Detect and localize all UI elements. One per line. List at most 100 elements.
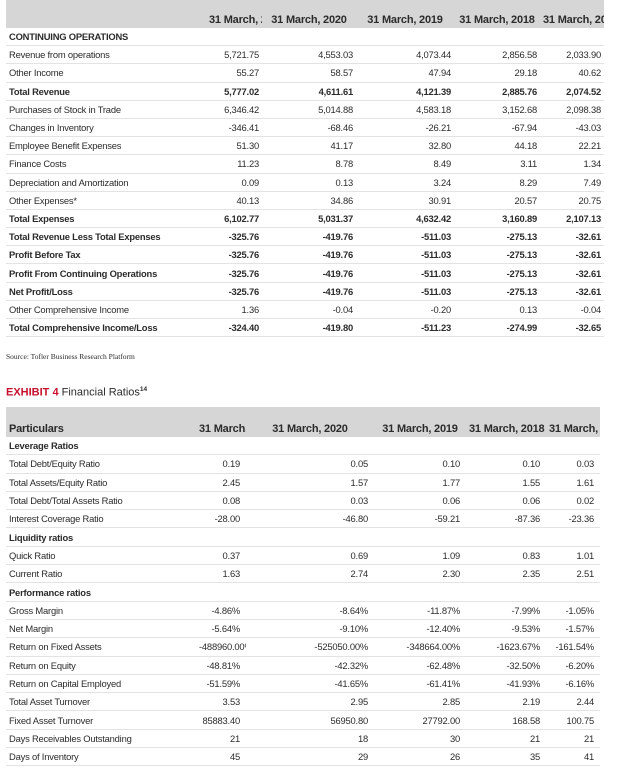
- row-label: Purchases of Stock in Trade: [6, 100, 206, 119]
- row-label: Total Assets/Equity Ratio: [6, 473, 196, 492]
- cell-value: 47.94: [356, 63, 454, 83]
- cell-value: -26.21: [356, 118, 454, 138]
- cell-value: 21: [196, 729, 246, 749]
- row-label: Changes in Inventory: [6, 118, 206, 138]
- cell-value: -68.46: [262, 118, 356, 138]
- row-label: Net Profit/Loss: [6, 282, 206, 301]
- cell-value: -325.76: [206, 227, 262, 247]
- row-label: Other Comprehensive Income: [6, 300, 206, 320]
- cell-value: 40.62: [540, 63, 604, 83]
- cell-value: 0.09: [206, 173, 262, 192]
- cell-value: 0.06: [466, 491, 546, 511]
- cell-value: 1.36: [206, 300, 262, 320]
- cell-value: 2.95: [246, 692, 374, 712]
- cell-value: 4,632.42: [356, 209, 454, 229]
- cell-value: -275.13: [454, 282, 540, 301]
- table-row: Profit From Continuing Operations -325.76…: [6, 263, 604, 283]
- row-label: Gross Margin: [6, 601, 196, 620]
- cell-value: -12.40%: [374, 619, 466, 639]
- cell-value: -511.03: [356, 263, 454, 283]
- cell-value: -346.41: [206, 118, 262, 138]
- row-label: Employee Benefit Expenses: [6, 136, 206, 156]
- row-label: Total Asset Turnover: [6, 692, 196, 712]
- cell-value: 0.83: [466, 546, 546, 566]
- section-title: Performance ratios: [6, 582, 600, 602]
- cell-value: 0.19: [196, 454, 246, 474]
- table-row: Total Expenses 6,102.77 5,031.37 4,632.42 3,…: [6, 209, 604, 229]
- cell-value: 18: [246, 729, 374, 749]
- cell-value: 1.63: [196, 564, 246, 584]
- cell-value: 2.30: [374, 564, 466, 584]
- cell-value: -274.99: [454, 318, 540, 338]
- cell-value: 32.80: [356, 136, 454, 156]
- cell-value: 30: [374, 729, 466, 749]
- cell-value: -42.32%: [246, 656, 374, 675]
- cell-value: -348664.00%: [374, 637, 466, 657]
- cell-value: 8.29: [454, 173, 540, 192]
- cell-value: -87.36: [466, 509, 546, 529]
- cell-value: 0.37: [196, 546, 246, 566]
- row-label: Total Revenue Less Total Expenses: [6, 227, 206, 247]
- cell-value: 2,107.13: [540, 209, 604, 229]
- cell-value: 2,074.52: [540, 82, 604, 101]
- cell-value: 20.57: [454, 191, 540, 210]
- table-row: Interest Coverage Ratio -28.00 -46.80 -59.2…: [6, 509, 600, 529]
- cell-value: 0.13: [262, 173, 356, 192]
- cell-value: 44.18: [454, 136, 540, 156]
- cell-value: -32.65: [540, 318, 604, 338]
- cell-value: 2.44: [546, 692, 600, 712]
- row-label: Interest Coverage Ratio: [6, 509, 196, 529]
- exhibit-label: EXHIBIT 4: [6, 386, 59, 399]
- table-row: Net Margin -5.64% -9.10% -12.40% -9.53% -1.57…: [6, 619, 600, 639]
- cell-value: -46.80: [246, 509, 374, 529]
- cell-value: 0.10: [466, 454, 546, 474]
- cell-value: -511.23: [356, 318, 454, 338]
- cell-value: -23.36: [546, 509, 600, 529]
- table-row: Finance Costs 11.23 8.78 8.49 3.11 1.34: [6, 154, 604, 174]
- cell-value: 6,346.42: [206, 100, 262, 119]
- table-row: Purchases of Stock in Trade 6,346.42 5,014…: [6, 100, 604, 119]
- cell-value: 4,073.44: [356, 45, 454, 65]
- cell-value: 0.69: [246, 546, 374, 566]
- column-header: 31 March, 2018: [454, 0, 540, 28]
- cell-value: 2.19: [466, 692, 546, 712]
- cell-value: -41.93%: [466, 674, 546, 694]
- table-row: Revenue from operations 5,721.75 4,553.03 4…: [6, 45, 604, 65]
- row-label: Return on Fixed Assets: [6, 637, 196, 657]
- table-row: Days of Inventory 45 29 26 35 41: [6, 747, 600, 767]
- section-title: Liquidity ratios: [6, 527, 600, 547]
- cell-value: 0.02: [546, 491, 600, 511]
- row-label: Current Ratio: [6, 564, 196, 584]
- row-label: Days Receivables Outstanding: [6, 729, 196, 749]
- table-row: Total Assets/Equity Ratio 2.45 1.57 1.77 1.5…: [6, 473, 600, 492]
- column-header: 31 March, 2021: [206, 0, 262, 28]
- table-row: Return on Capital Employed -51.59% -41.65%…: [6, 674, 600, 694]
- cell-value: -275.13: [454, 263, 540, 283]
- row-label: Profit From Continuing Operations: [6, 263, 206, 283]
- cell-value: 41.17: [262, 136, 356, 156]
- row-label: Return on Capital Employed: [6, 674, 196, 694]
- table-row: Profit Before Tax -325.76 -419.76 -511.03 -2…: [6, 245, 604, 265]
- table-row: Total Comprehensive Income/Loss -324.40 -4…: [6, 318, 604, 338]
- table-row: Return on Fixed Assets-488960.00%-525050…: [6, 637, 600, 657]
- cell-value: 0.03: [546, 454, 600, 474]
- cell-value: 4,583.18: [356, 100, 454, 119]
- section-row: Performance ratios: [6, 582, 600, 602]
- cell-value: 20.75: [540, 191, 604, 210]
- row-label: Return on Equity: [6, 656, 196, 675]
- column-header: 31 March, 2017: [540, 0, 604, 28]
- table-row: Fixed Asset Turnover 85883.40 56950.80 2779…: [6, 710, 600, 730]
- cell-value: 3.24: [356, 173, 454, 192]
- cell-value: -525050.00%: [246, 637, 374, 657]
- cell-value: 5,014.88: [262, 100, 356, 119]
- cell-value: -7.99%: [466, 601, 546, 620]
- cell-value: -325.76: [206, 263, 262, 283]
- row-label: Revenue from operations: [6, 45, 206, 65]
- cell-value: 100.75: [546, 710, 600, 730]
- row-label: Total Debt/Total Assets Ratio: [6, 491, 196, 511]
- column-header: 31 March, 2017: [546, 407, 600, 437]
